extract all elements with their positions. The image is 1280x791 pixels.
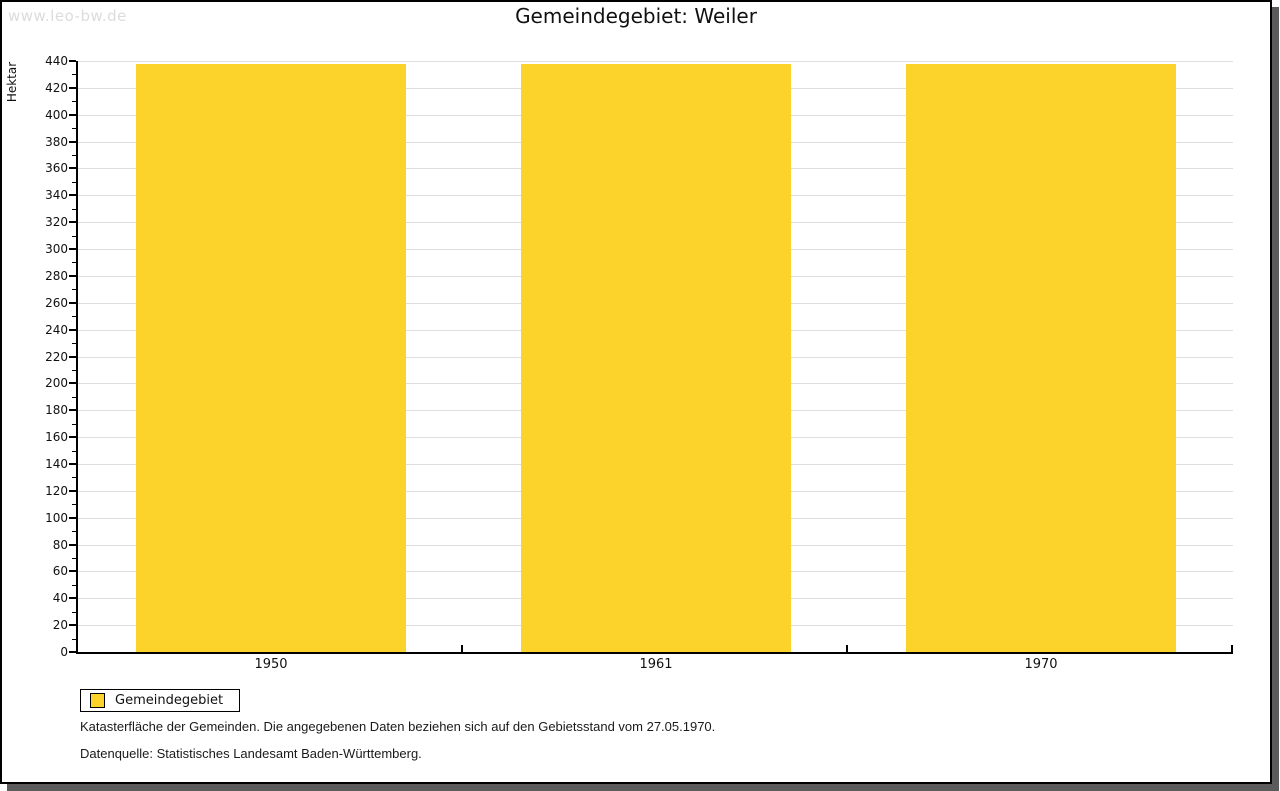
- y-axis-minor-tick: [72, 504, 76, 505]
- y-axis-minor-tick: [72, 128, 76, 129]
- y-axis-label: 320: [45, 215, 68, 229]
- y-axis-label: 420: [45, 81, 68, 95]
- y-axis-minor-tick: [72, 639, 76, 640]
- y-axis-label: 260: [45, 296, 68, 310]
- y-axis-tick: [69, 329, 76, 331]
- watermark: www.leo-bw.de: [8, 7, 127, 25]
- bar: [906, 64, 1176, 652]
- y-axis-tick: [69, 651, 76, 653]
- y-axis-minor-tick: [72, 477, 76, 478]
- y-axis-minor-tick: [72, 343, 76, 344]
- legend-label: Gemeindegebiet: [115, 693, 224, 708]
- y-axis-label: 440: [45, 54, 68, 68]
- y-axis-minor-tick: [72, 531, 76, 532]
- y-axis-tick: [69, 302, 76, 304]
- y-axis-tick: [69, 60, 76, 62]
- y-axis-minor-tick: [72, 316, 76, 317]
- y-axis-minor-tick: [72, 182, 76, 183]
- x-axis-tick: [846, 645, 848, 652]
- footnote-line1: Katasterfläche der Gemeinden. Die angege…: [80, 719, 716, 734]
- y-axis-label: 220: [45, 350, 68, 364]
- y-axis-tick: [69, 221, 76, 223]
- y-axis-tick: [69, 517, 76, 519]
- y-axis-minor-tick: [72, 612, 76, 613]
- y-axis-tick: [69, 248, 76, 250]
- plot-area: [69, 60, 1233, 654]
- y-axis-label: 360: [45, 161, 68, 175]
- y-axis-tick: [69, 570, 76, 572]
- y-axis-tick: [69, 167, 76, 169]
- y-axis-tick: [69, 275, 76, 277]
- y-axis-label: 140: [45, 457, 68, 471]
- y-axis-label: 160: [45, 430, 68, 444]
- y-axis-tick: [69, 490, 76, 492]
- y-axis-label: 100: [45, 511, 68, 525]
- bar: [521, 64, 791, 652]
- legend-swatch: [90, 693, 105, 708]
- x-axis-labels: 1950 1961 1970: [78, 657, 1231, 675]
- x-axis-label: 1950: [254, 657, 288, 672]
- y-axis-tick: [69, 436, 76, 438]
- x-axis-label: 1970: [1024, 657, 1058, 672]
- y-axis-minor-tick: [72, 74, 76, 75]
- y-axis-tick: [69, 141, 76, 143]
- y-axis-minor-tick: [72, 558, 76, 559]
- y-axis-tick: [69, 356, 76, 358]
- y-axis-minor-tick: [72, 101, 76, 102]
- y-axis-minor-tick: [72, 262, 76, 263]
- y-axis-label: 60: [52, 564, 68, 578]
- y-axis-tick: [69, 544, 76, 546]
- y-axis-tick: [69, 382, 76, 384]
- y-axis-label: 280: [45, 269, 68, 283]
- x-axis-tick: [1231, 645, 1233, 652]
- y-axis-tick: [69, 194, 76, 196]
- y-axis-tick: [69, 87, 76, 89]
- y-axis-minor-tick: [72, 370, 76, 371]
- bar: [136, 64, 406, 652]
- y-axis-tick: [69, 597, 76, 599]
- y-axis-label: 180: [45, 403, 68, 417]
- y-axis-label: 240: [45, 323, 68, 337]
- footnote-line2: Datenquelle: Statistisches Landesamt Bad…: [80, 746, 422, 761]
- y-axis-label: 300: [45, 242, 68, 256]
- y-axis-minor-tick: [72, 424, 76, 425]
- y-axis-minor-tick: [72, 585, 76, 586]
- y-axis-minor-tick: [72, 397, 76, 398]
- y-axis-label: 0: [60, 645, 68, 659]
- gridline: [78, 61, 1233, 62]
- y-axis-tick: [69, 463, 76, 465]
- y-axis-minor-tick: [72, 451, 76, 452]
- y-axis-minor-tick: [72, 236, 76, 237]
- y-axis-minor-tick: [72, 289, 76, 290]
- x-axis-label: 1961: [639, 657, 673, 672]
- legend: Gemeindegebiet: [80, 689, 241, 712]
- y-axis-labels: 0 20 40 60 80 100 120 140 160 180 200 220 240 260 280 3…: [2, 54, 68, 659]
- y-axis-minor-tick: [72, 209, 76, 210]
- y-axis-tick: [69, 409, 76, 411]
- y-axis-label: 400: [45, 108, 68, 122]
- y-axis-label: 80: [52, 538, 68, 552]
- y-axis-label: 40: [52, 591, 68, 605]
- chart-title: Gemeindegebiet: Weiler: [515, 4, 757, 28]
- y-axis-label: 380: [45, 135, 68, 149]
- y-axis-label: 20: [52, 618, 68, 632]
- y-axis-label: 120: [45, 484, 68, 498]
- x-axis-tick: [461, 645, 463, 652]
- y-axis-label: 200: [45, 376, 68, 390]
- y-axis-minor-tick: [72, 155, 76, 156]
- y-axis-tick: [69, 624, 76, 626]
- y-axis-tick: [69, 114, 76, 116]
- y-axis-label: 340: [45, 188, 68, 202]
